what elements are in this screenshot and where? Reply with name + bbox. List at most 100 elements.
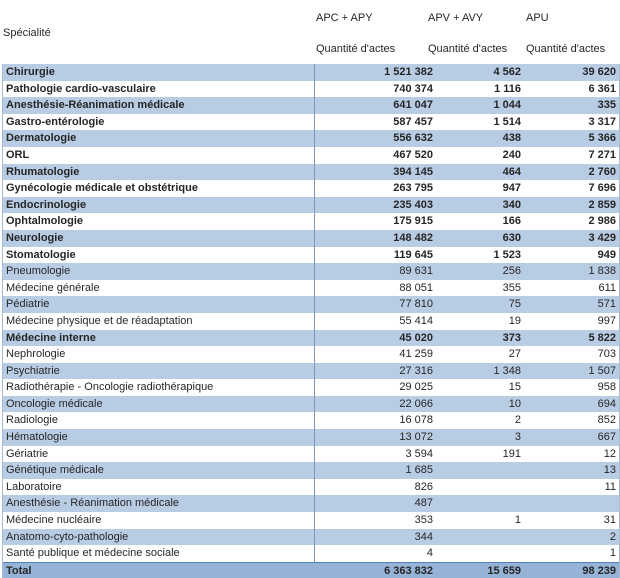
apu-cell: 997 [597, 314, 616, 327]
table-row: Stomatologie 119 645 1 523 949 [3, 246, 619, 264]
table-header: Spécialité APC + APY APV + AVY APU Quant… [2, 2, 620, 64]
table-row: Anesthésie - Réanimation médicale 487 [3, 495, 619, 513]
apu-cell: 3 429 [588, 231, 616, 244]
apv-avy-cell: 75 [508, 298, 521, 311]
apu-cell: 694 [597, 397, 616, 410]
apc-apy-cell: 344 [414, 530, 433, 543]
apu-cell: 12 [603, 447, 616, 460]
specialty-cell: Médecine nucléaire [3, 512, 315, 529]
table-row: Oncologie médicale 22 066 10 694 [3, 395, 619, 413]
table-row: Médecine générale 88 051 355 611 [3, 279, 619, 297]
specialty-cell: ORL [3, 146, 315, 164]
table-row: Endocrinologie 235 403 340 2 859 [3, 196, 619, 214]
apv-avy-cell: 4 562 [493, 66, 521, 78]
apu-cell: 98 239 [582, 565, 616, 578]
apv-avy-cell: 1 116 [494, 82, 521, 95]
apu-cell: 39 620 [582, 66, 616, 78]
apc-apy-cell: 235 403 [393, 198, 433, 211]
table-row: Pathologie cardio-vasculaire 740 374 1 1… [3, 80, 619, 98]
table-row: Rhumatologie 394 145 464 2 760 [3, 163, 619, 181]
specialty-cell: Médecine générale [3, 279, 315, 297]
apu-cell: 611 [598, 281, 616, 294]
apv-avy-cell: 373 [502, 331, 521, 344]
apv-avy-cell: 19 [508, 314, 521, 327]
table-row: Radiologie 16 078 2 852 [3, 412, 619, 430]
apv-avy-cell: 1 044 [493, 99, 521, 112]
apv-avy-cell: 10 [508, 397, 521, 410]
table-row: Pédiatrie 77 810 75 571 [3, 296, 619, 313]
apu-cell: 571 [597, 298, 616, 311]
apc-apy-cell: 353 [414, 514, 433, 527]
apu-cell: 31 [603, 514, 616, 527]
header-group-apv-avy: APV + AVY [428, 11, 484, 24]
table-row: Anatomo-cyto-pathologie 344 2 [3, 528, 619, 546]
specialty-cell: Dermatologie [3, 130, 315, 147]
total-row: Total 6 363 832 15 659 98 239 [3, 561, 619, 578]
table-body: Chirurgie 1 521 382 4 562 39 620 Patholo… [2, 64, 620, 578]
table-row: Pneumologie 89 631 256 1 838 [3, 263, 619, 280]
apc-apy-cell: 3 594 [405, 447, 433, 460]
header-group-apc-apy: APC + APY [316, 11, 373, 24]
apv-avy-cell: 15 659 [487, 565, 521, 578]
specialty-cell: Pédiatrie [3, 296, 315, 313]
specialty-cell: Pneumologie [3, 263, 315, 280]
apc-apy-cell: 119 645 [393, 248, 433, 261]
specialty-cell: Pathologie cardio-vasculaire [3, 80, 315, 98]
apu-cell: 958 [597, 381, 616, 394]
specialty-cell: Nephrologie [3, 346, 315, 363]
apv-avy-cell: 464 [502, 165, 521, 178]
apc-apy-cell: 1 521 382 [384, 66, 433, 78]
header-sub-apc-apy: Quantité d'actes [316, 42, 396, 55]
apu-cell: 703 [597, 348, 616, 361]
apc-apy-cell: 148 482 [393, 231, 433, 244]
specialty-cell: Radiologie [3, 412, 315, 430]
apc-apy-cell: 27 316 [399, 364, 433, 377]
apc-apy-cell: 587 457 [393, 115, 433, 128]
apc-apy-cell: 41 259 [399, 348, 433, 361]
apv-avy-cell: 1 514 [493, 115, 521, 128]
header-sub-apu: Quantité d'actes [526, 42, 606, 55]
apv-avy-cell: 240 [502, 148, 521, 161]
specialty-cell: Santé publique et médecine sociale [3, 545, 315, 562]
apc-apy-cell: 6 363 832 [384, 565, 433, 578]
apc-apy-cell: 77 810 [399, 298, 433, 311]
specialty-cell: Total [6, 565, 32, 578]
table-row: Chirurgie 1 521 382 4 562 39 620 [3, 64, 619, 81]
apc-apy-cell: 4 [426, 547, 433, 560]
table-row: Gériatrie 3 594 191 12 [3, 445, 619, 463]
apc-apy-cell: 13 072 [399, 431, 433, 444]
apu-cell: 5 366 [588, 132, 616, 145]
apc-apy-cell: 740 374 [393, 82, 433, 95]
apu-cell: 1 [609, 547, 616, 560]
apv-avy-cell: 355 [502, 281, 521, 294]
specialty-cell: Génétique médicale [3, 462, 315, 479]
apc-apy-cell: 88 051 [399, 281, 433, 294]
apc-apy-cell: 826 [414, 480, 433, 493]
table-row: Santé publique et médecine sociale 4 1 [3, 545, 619, 562]
specialty-cell: Hématologie [3, 429, 315, 446]
apu-cell: 7 271 [588, 148, 616, 161]
table-row: ORL 467 520 240 7 271 [3, 146, 619, 164]
apv-avy-cell: 1 523 [493, 248, 521, 261]
specialty-cell: Psychiatrie [3, 362, 315, 380]
apc-apy-cell: 16 078 [399, 414, 433, 427]
apu-cell: 6 361 [588, 82, 616, 95]
table-row: Dermatologie 556 632 438 5 366 [3, 130, 619, 147]
apu-cell: 11 [604, 480, 616, 493]
apu-cell: 7 696 [588, 182, 616, 195]
apc-apy-cell: 263 795 [393, 182, 433, 195]
table-row: Nephrologie 41 259 27 703 [3, 346, 619, 363]
specialty-cell: Laboratoire [3, 478, 315, 496]
apu-cell: 2 859 [588, 198, 616, 211]
apv-avy-cell: 3 [514, 431, 521, 444]
specialty-cell: Ophtalmologie [3, 213, 315, 230]
table-row: Psychiatrie 27 316 1 348 1 507 [3, 362, 619, 380]
apv-avy-cell: 947 [502, 182, 521, 195]
table-row: Radiothérapie - Oncologie radiothérapiqu… [3, 379, 619, 396]
apc-apy-cell: 1 685 [405, 464, 433, 477]
apc-apy-cell: 22 066 [399, 397, 433, 410]
apc-apy-cell: 394 145 [393, 165, 433, 178]
apc-apy-cell: 45 020 [399, 331, 433, 344]
table-row: Médecine interne 45 020 373 5 822 [3, 329, 619, 347]
apu-cell: 5 822 [588, 331, 616, 344]
